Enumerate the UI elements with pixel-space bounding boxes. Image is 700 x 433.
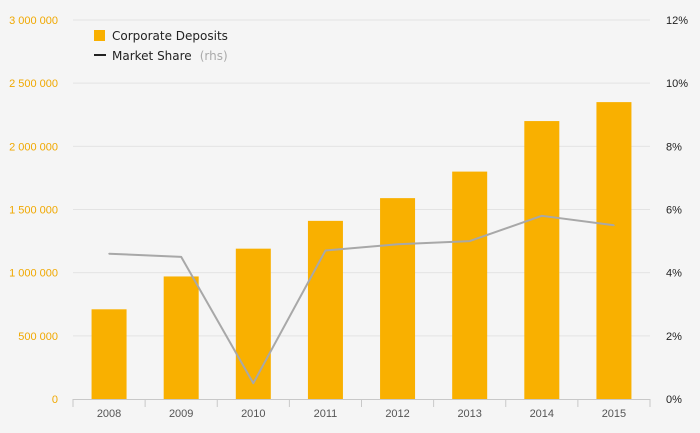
y-right-tick-label: 8% xyxy=(666,141,682,153)
y-right-tick-label: 10% xyxy=(666,78,688,90)
bar-2013 xyxy=(452,171,488,399)
line-point-2012 xyxy=(396,243,399,246)
gridlines xyxy=(73,19,650,337)
bar-2008 xyxy=(91,309,127,399)
y-axis-right: 0% 2% 4% 6% 8% 10% 12% xyxy=(666,15,688,406)
x-tick-label: 2008 xyxy=(97,408,121,420)
legend: Corporate Deposits Market Share (rhs) xyxy=(94,29,228,64)
line-point-2009 xyxy=(180,256,182,258)
line-point-2013 xyxy=(468,240,471,242)
legend-label-market-share-suffix: (rhs) xyxy=(200,49,228,63)
y-right-tick-label: 2% xyxy=(666,331,682,343)
y-left-tick-label: 2 000 000 xyxy=(9,141,58,153)
line-point-2015 xyxy=(613,224,615,227)
line-point-2010 xyxy=(252,382,255,385)
x-tick-label: 2012 xyxy=(385,408,409,420)
legend-label-market-share-text: Market Share xyxy=(112,49,192,63)
line-series xyxy=(108,214,615,385)
x-tick-label: 2014 xyxy=(530,408,554,420)
y-left-tick-label: 1 500 000 xyxy=(9,205,58,217)
bar-2015 xyxy=(596,102,632,399)
bar-2010 xyxy=(235,248,271,399)
x-tick-label: 2013 xyxy=(457,408,481,420)
y-left-tick-label: 2 500 000 xyxy=(9,78,58,90)
bar-series xyxy=(91,102,632,400)
legend-label-market-share: Market Share (rhs) xyxy=(112,47,228,64)
y-left-tick-label: 3 000 000 xyxy=(9,15,58,27)
x-tick-label: 2009 xyxy=(169,408,193,420)
line-point-2014 xyxy=(541,215,543,217)
line-point-2008 xyxy=(108,252,110,255)
bar-2009 xyxy=(163,276,199,399)
y-left-tick-label: 0 xyxy=(52,394,58,406)
x-tick-label: 2015 xyxy=(602,408,626,420)
market-share-line xyxy=(109,214,615,385)
y-right-tick-label: 6% xyxy=(666,205,682,217)
y-left-tick-label: 500 000 xyxy=(18,331,58,343)
bar-2014 xyxy=(524,121,560,400)
x-tick-label: 2010 xyxy=(241,408,265,420)
y-axis-left: 0 500 000 1 000 000 1 500 000 2 000 000 2 500… xyxy=(9,15,58,406)
y-right-tick-label: 0% xyxy=(666,394,682,406)
y-left-tick-label: 1 000 000 xyxy=(9,268,58,280)
legend-swatch-corporate-deposits xyxy=(94,30,105,41)
y-right-tick-label: 12% xyxy=(666,15,688,27)
line-point-2011 xyxy=(324,249,327,252)
bar-2011 xyxy=(307,220,343,399)
legend-label-corporate-deposits: Corporate Deposits xyxy=(112,29,228,43)
y-right-tick-label: 4% xyxy=(666,268,682,280)
x-axis: 2008 2009 2010 2011 2012 2013 2014 2015 xyxy=(72,399,651,420)
bar-2012 xyxy=(380,198,416,399)
x-tick-label: 2011 xyxy=(314,408,338,420)
